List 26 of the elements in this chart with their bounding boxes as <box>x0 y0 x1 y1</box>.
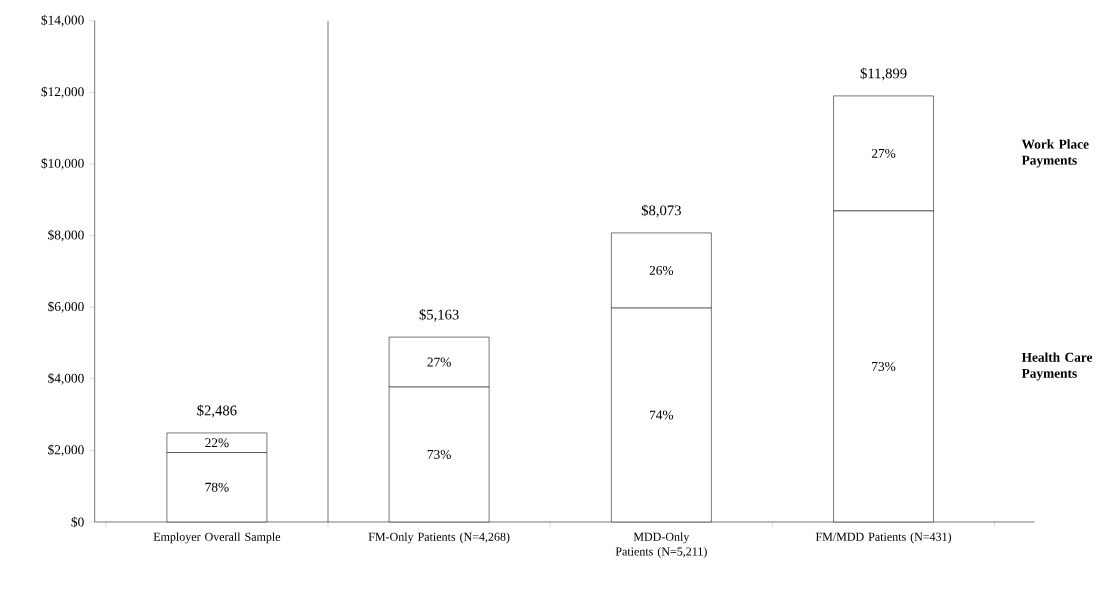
annotation: 22% <box>205 438 229 448</box>
y-tick-label: $10,000 <box>41 158 84 170</box>
annotation: 78% <box>205 482 229 492</box>
y-tick-label: $14,000 <box>41 14 84 27</box>
annotation: 27% <box>871 148 896 158</box>
annotation: 26% <box>649 265 674 275</box>
total-label: $11,899 <box>860 67 907 81</box>
total-label: $2,486 <box>197 404 237 418</box>
total-label: $5,163 <box>419 308 459 322</box>
y-tick-label: $8,000 <box>48 229 84 242</box>
y-tick-label: $4,000 <box>48 372 84 385</box>
y-tick-label: $12,000 <box>41 86 84 99</box>
annotation: 73% <box>872 361 896 371</box>
text: Health Care Payments <box>1021 352 1093 381</box>
annotation: 73% <box>427 449 451 460</box>
x-tick-label: FM-Only Patients (N=4,268) <box>368 532 510 544</box>
annotation: 74% <box>650 410 674 420</box>
x-tick-label: FM/MDD Patients (N=431) <box>815 532 952 544</box>
text: Work Place Payments <box>1021 139 1089 168</box>
annotation: 27% <box>427 357 451 367</box>
y-tick-label: $2,000 <box>48 444 84 457</box>
x-tick-label: MDD-Only Patients (N=5,211) <box>615 532 707 558</box>
y-tick-label: $0 <box>71 516 84 528</box>
x-tick-label: Employer Overall Sample <box>153 532 281 544</box>
total-label: $8,073 <box>641 204 681 218</box>
y-tick-label: $6,000 <box>48 301 84 313</box>
